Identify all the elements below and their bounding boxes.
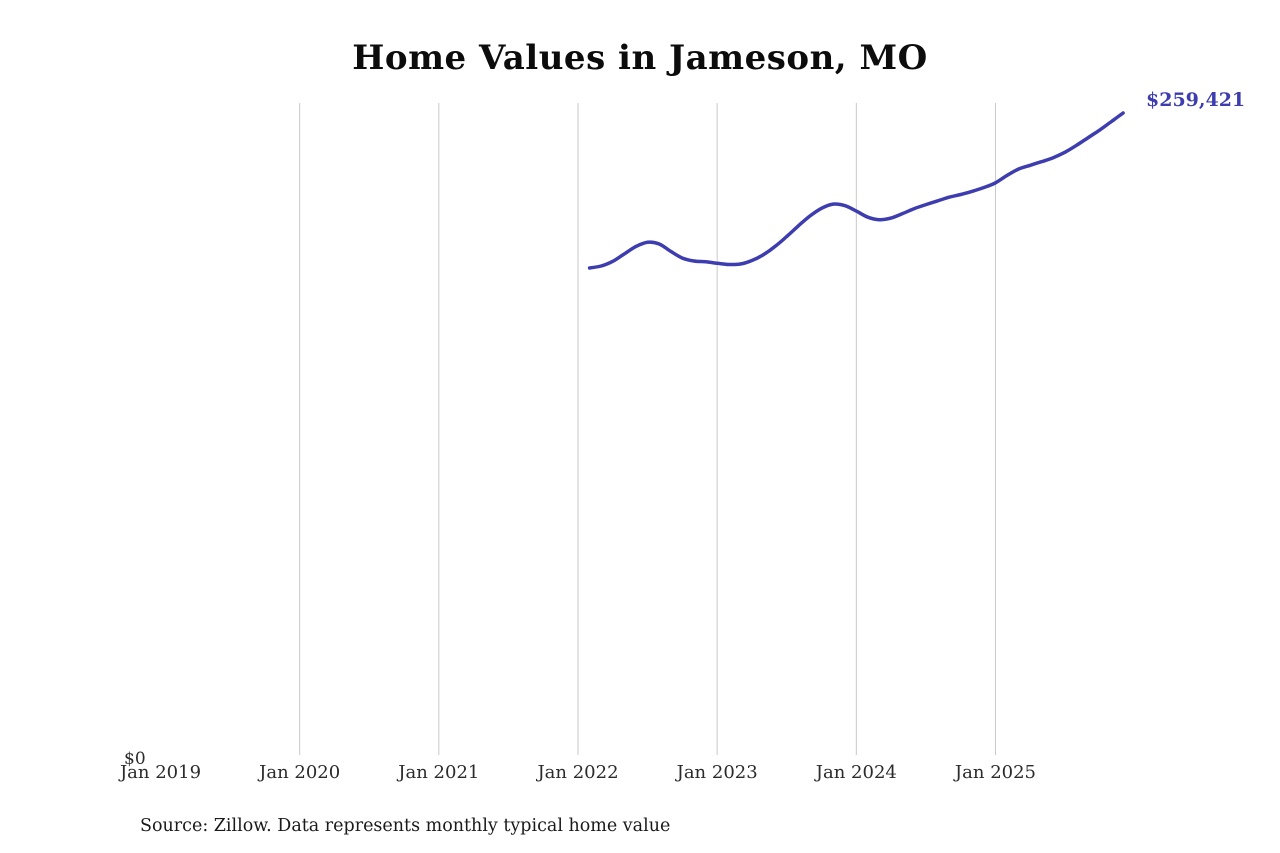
x-tick-label: Jan 2021	[398, 762, 480, 783]
x-tick-label: Jan 2025	[954, 762, 1037, 783]
end-value-label: $259,421	[1146, 89, 1246, 111]
source-note: Source: Zillow. Data represents monthly …	[140, 816, 671, 836]
x-tick-label: Jan 2023	[676, 762, 758, 783]
gridlines-group	[299, 103, 996, 755]
home-value-line	[587, 111, 1125, 270]
x-tick-label: Jan 2020	[259, 762, 341, 783]
chart-title: Home Values in Jameson, MO	[352, 38, 928, 78]
x-tick-label: Jan 2019	[119, 762, 202, 783]
x-tick-label: Jan 2024	[815, 762, 897, 783]
x-tick-label: Jan 2022	[537, 762, 619, 783]
y-zero-label: $0	[124, 749, 146, 769]
